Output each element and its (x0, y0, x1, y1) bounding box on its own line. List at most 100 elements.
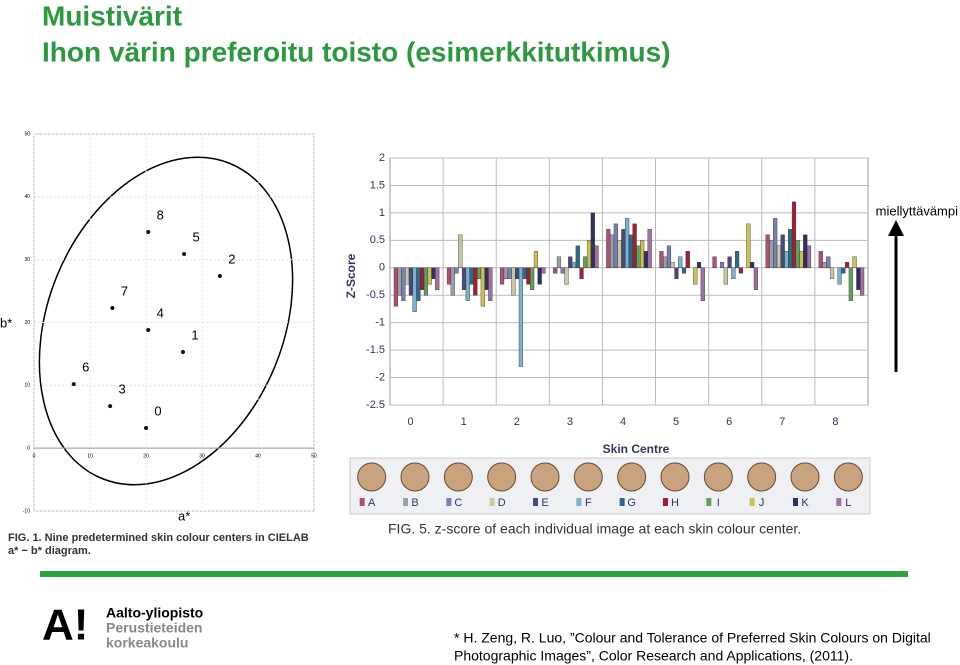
bar (556, 256, 562, 268)
bar (488, 267, 493, 301)
legend-swatch (836, 498, 842, 506)
y-tick-label: -10 (23, 508, 30, 514)
bar (773, 218, 778, 268)
x-tick-label: 20 (143, 453, 149, 459)
y-tick-label: 2 (379, 152, 385, 164)
bar (401, 267, 406, 301)
legend-label: D (498, 497, 506, 509)
bar (522, 267, 527, 279)
logo-line: korkeakoulu (106, 635, 188, 651)
bar (780, 234, 785, 268)
caption: a* − b* diagram. (8, 545, 91, 557)
bar (674, 267, 679, 279)
y-tick-label: 30 (24, 257, 30, 263)
legend-label: J (759, 497, 765, 509)
bar (465, 267, 470, 301)
y-tick-label: -2 (375, 371, 385, 383)
x-tick-label: 40 (255, 453, 261, 459)
x-axis-label: a* (178, 508, 190, 523)
point (110, 306, 115, 311)
legend-swatch (793, 498, 798, 506)
bar (454, 267, 459, 274)
bar (518, 267, 523, 367)
bar (579, 267, 584, 279)
cluster-ellipse (38, 156, 294, 486)
y-axis-label: Z-Score (344, 253, 358, 298)
y-tick-label: 40 (24, 194, 30, 200)
bar (610, 234, 615, 268)
legend-swatch (533, 498, 538, 506)
bar (784, 251, 789, 268)
bar (822, 262, 827, 268)
bar (765, 234, 770, 268)
legend-label: G (627, 497, 636, 509)
bar (571, 262, 577, 268)
bar (526, 267, 531, 285)
face (703, 462, 733, 492)
bar (640, 240, 645, 268)
point (146, 230, 151, 235)
bar (590, 212, 595, 268)
bar (511, 267, 516, 296)
face (573, 462, 603, 492)
face (530, 462, 560, 492)
legend-label: L (845, 497, 851, 509)
point (71, 382, 76, 387)
bar (484, 267, 489, 290)
y-tick-label: 1.5 (370, 179, 385, 191)
bar (632, 223, 637, 268)
legend-swatch (619, 498, 625, 506)
point-label: 1 (191, 327, 198, 342)
legend-swatch (749, 498, 755, 506)
y-tick-label: -1 (375, 317, 385, 329)
bar (553, 267, 558, 274)
caption: FIG. 1. Nine predetermined skin colour c… (8, 532, 309, 544)
arrow-head (888, 220, 904, 236)
logo-line: Perustieteiden (106, 620, 202, 636)
face (660, 462, 690, 492)
point (180, 350, 185, 355)
bar (795, 240, 800, 268)
y-tick-label: 0 (379, 262, 385, 274)
bar (659, 251, 664, 268)
point-label: 8 (157, 207, 164, 222)
legend-label: H (671, 497, 679, 509)
bar (583, 256, 588, 268)
face (487, 462, 517, 492)
legend-swatch (706, 498, 712, 506)
face (833, 462, 863, 492)
bar (852, 256, 857, 268)
bar (480, 267, 485, 307)
bar (845, 262, 850, 268)
point (217, 274, 222, 279)
bar (503, 267, 508, 279)
face (747, 462, 777, 492)
bar (818, 251, 823, 268)
bar (560, 267, 565, 274)
point-label: 3 (119, 382, 126, 397)
bar (727, 256, 732, 268)
bar (806, 245, 812, 268)
bar (423, 267, 429, 296)
bar (473, 267, 478, 296)
x-tick-label: 30 (199, 453, 205, 459)
title: Muistivärit (42, 0, 182, 31)
y-tick-label: 1 (379, 207, 385, 219)
bar (541, 267, 546, 274)
plot-area (389, 157, 869, 406)
bar (431, 267, 436, 279)
bar (791, 201, 797, 268)
bar (515, 267, 520, 279)
y-tick-label: 20 (24, 320, 30, 326)
legend-label: K (801, 497, 809, 509)
bar (841, 267, 846, 274)
logo-line: Aalto-yliopisto (106, 605, 203, 621)
bar (856, 267, 861, 290)
bar (405, 267, 410, 285)
legend-swatch (576, 498, 582, 506)
bar (731, 267, 736, 279)
point-label: 0 (154, 403, 161, 418)
bar (416, 267, 421, 301)
x-tick-label: 0 (33, 453, 36, 459)
subtitle: Ihon värin preferoitu toisto (esimerkkit… (42, 36, 671, 67)
